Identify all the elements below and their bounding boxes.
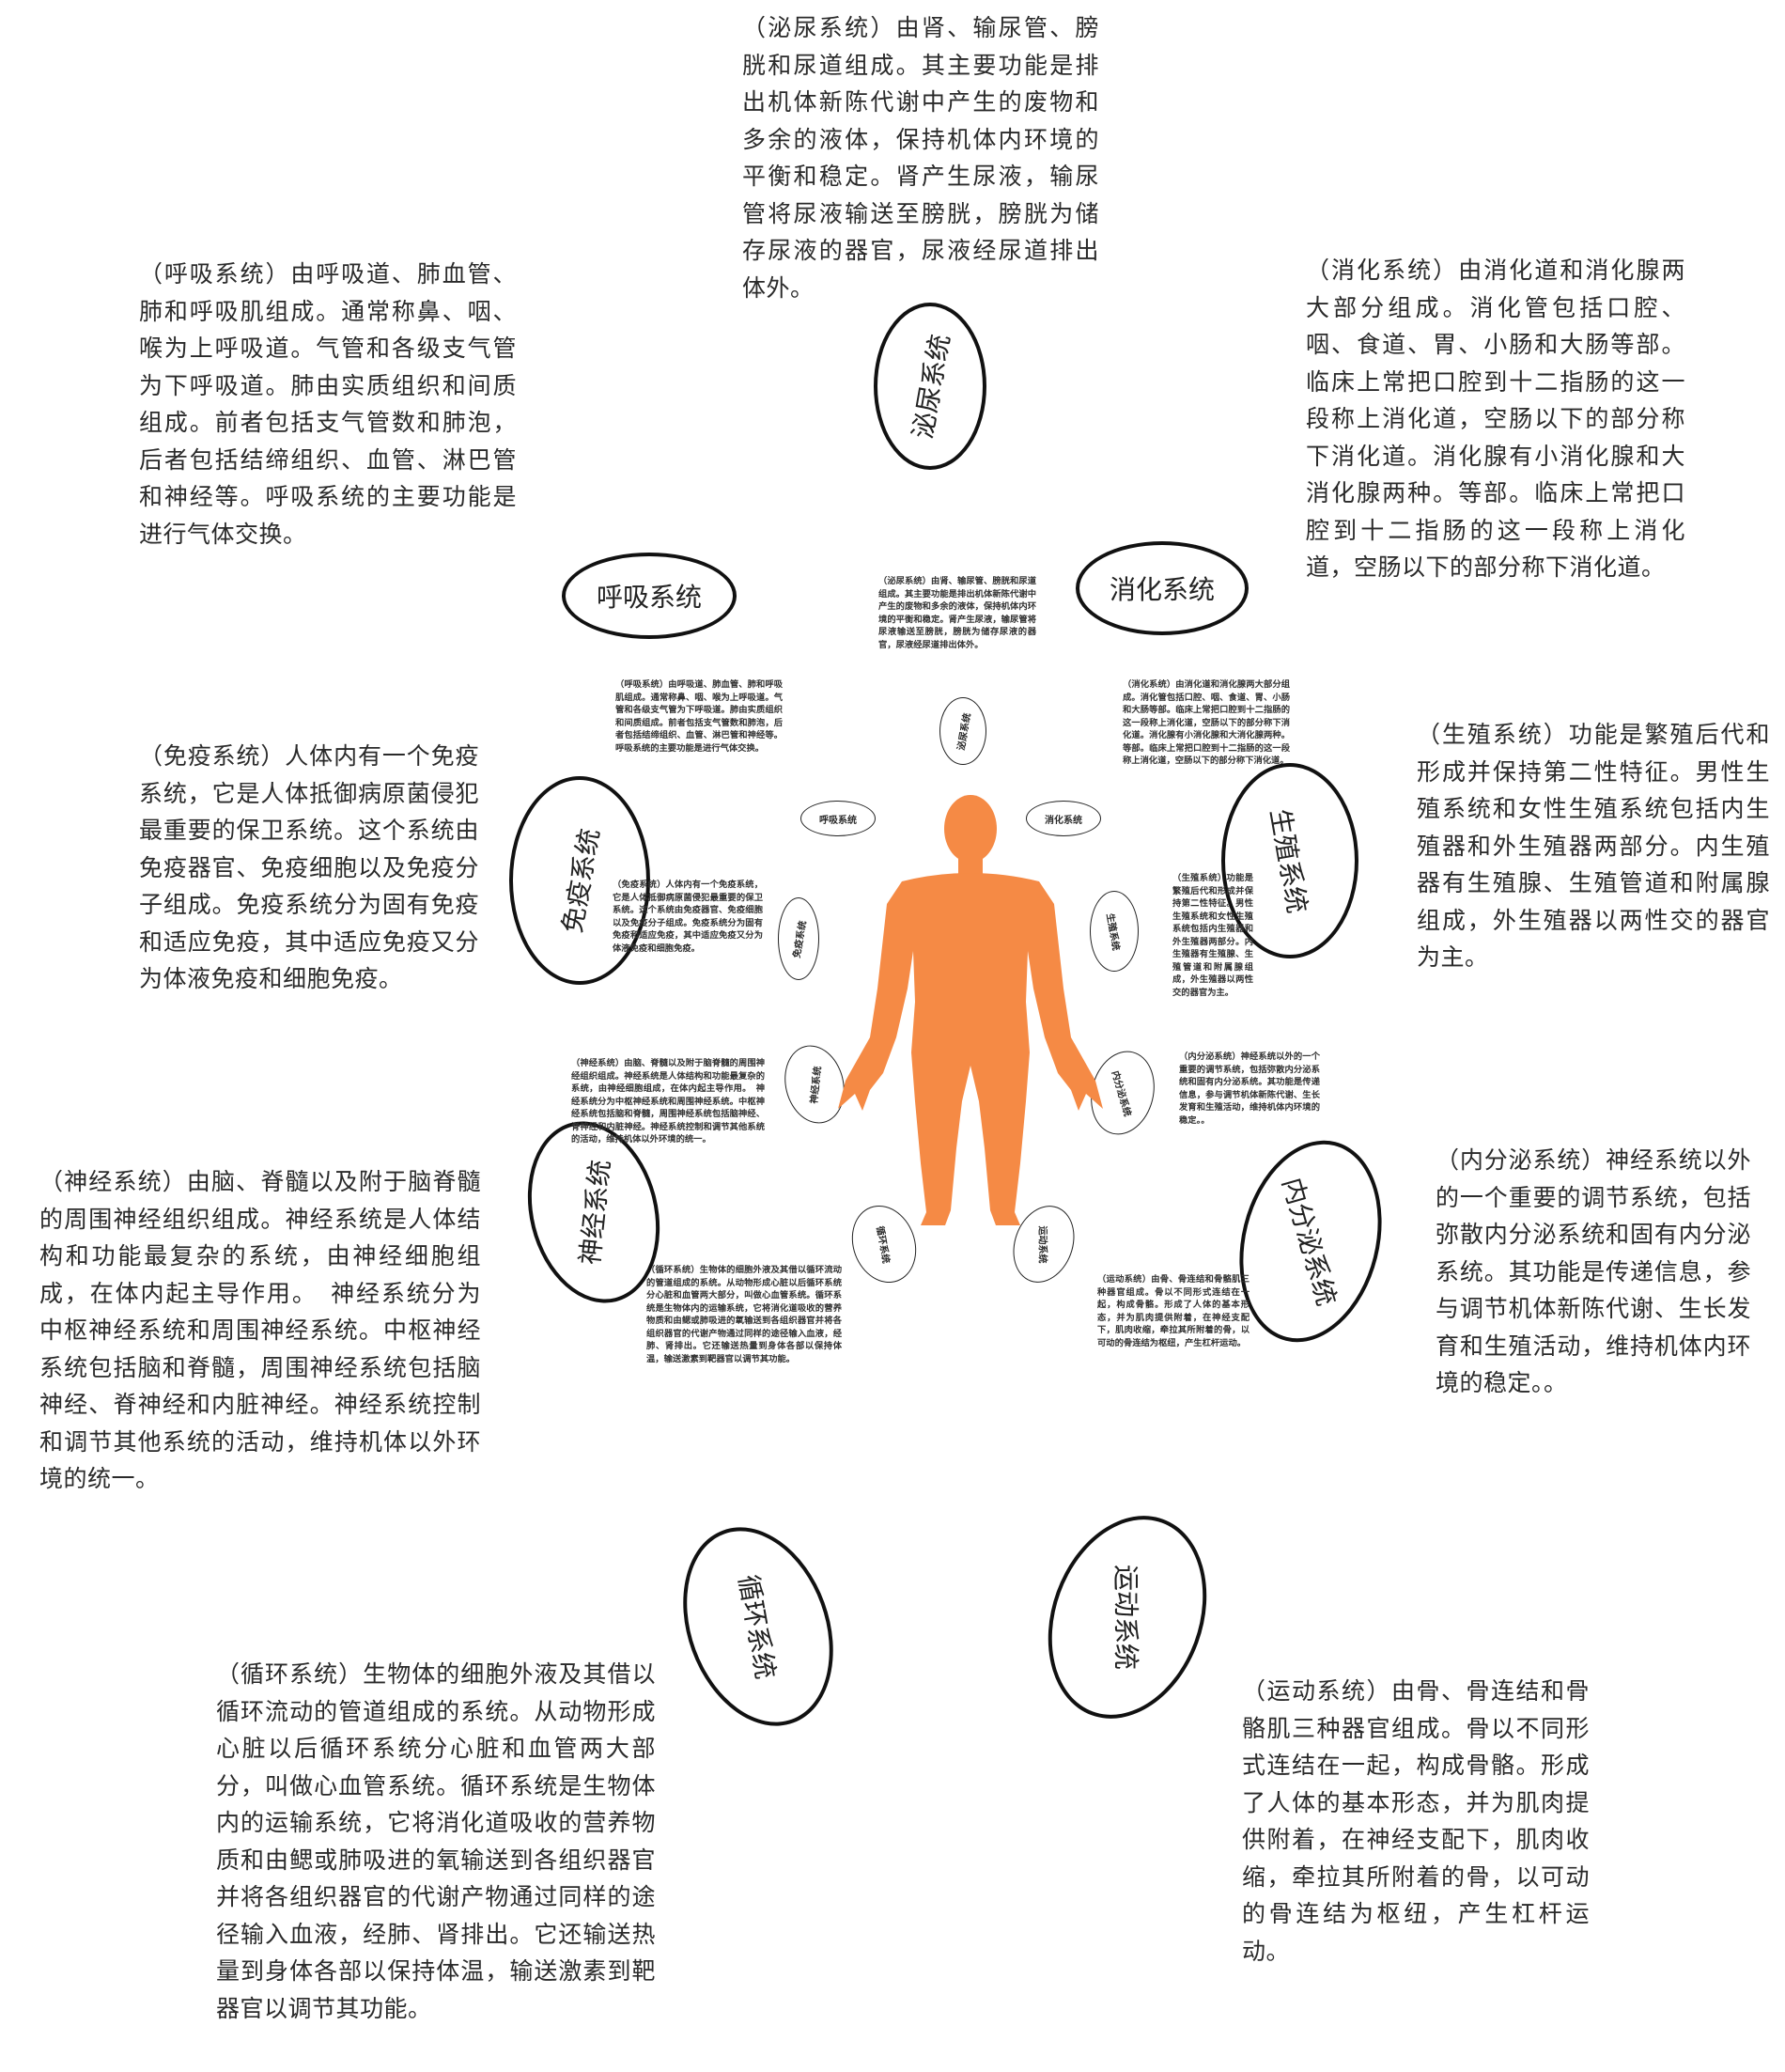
mini-digestive-label: 消化系统 xyxy=(1045,815,1082,826)
mini-immune-oval: 免疫系统 xyxy=(778,897,819,980)
circulatory-label: 循环系统 xyxy=(732,1572,782,1682)
reproductive-oval: 生殖系统 xyxy=(1221,763,1358,958)
endocrine-label: 内分泌系统 xyxy=(1276,1174,1343,1310)
urinary-description: （泌尿系统）由肾、输尿管、膀胱和尿道组成。其主要功能是排出机体新陈代谢中产生的废… xyxy=(742,14,1099,302)
mini-urinary-label: 泌尿系统 xyxy=(956,711,973,751)
mini-immune-description: （免疫系统）人体内有一个免疫系统，它是人体抵御病原菌侵犯最重要的保卫系统。这个系… xyxy=(613,880,763,954)
respiratory-label: 呼吸系统 xyxy=(596,582,702,613)
respiratory-description: （呼吸系统）由呼吸道、肺血管、肺和呼吸肌组成。通常称鼻、咽、喉为上呼吸道。气管和… xyxy=(139,260,517,548)
digestive-oval: 消化系统 xyxy=(1076,541,1249,635)
mini-nervous-description: （神经系统）由脑、脊髓以及附于脑脊髓的周围神经组织组成。神经系统是人体结构和功能… xyxy=(571,1058,765,1145)
endocrine-description: （内分泌系统）神经系统以外的一个重要的调节系统，包括弥散内分泌系统和固有内分泌系… xyxy=(1436,1146,1751,1396)
mini-urinary-oval: 泌尿系统 xyxy=(939,697,986,765)
reproductive-label: 生殖系统 xyxy=(1264,806,1313,916)
mini-respiratory-oval: 呼吸系统 xyxy=(800,801,876,836)
urinary-label: 泌尿系统 xyxy=(907,332,956,442)
mini-nervous-label: 神经系统 xyxy=(809,1065,824,1104)
respiratory-oval: 呼吸系统 xyxy=(562,553,737,639)
mini-motor-label: 运动系统 xyxy=(1036,1225,1048,1263)
immune-label: 免疫系统 xyxy=(556,826,606,936)
nervous-label: 神经系统 xyxy=(574,1158,616,1267)
motor-oval: 运动系统 xyxy=(1020,1493,1234,1741)
mini-reproductive-oval: 生殖系统 xyxy=(1090,891,1139,972)
mini-endocrine-label: 内分泌系统 xyxy=(1109,1069,1133,1118)
mini-endocrine-description: （内分泌系统）神经系统以外的一个重要的调节系统，包括弥散内分泌系统和固有内分泌系… xyxy=(1179,1052,1320,1126)
mini-digestive-description: （消化系统）由消化道和消化腺两大部分组成。消化管包括口腔、咽、食道、胃、小肠和大… xyxy=(1123,679,1290,766)
circulatory-oval: 循环系统 xyxy=(657,1505,860,1748)
immune-oval: 免疫系统 xyxy=(509,776,650,985)
motor-label: 运动系统 xyxy=(1110,1564,1141,1671)
urinary-oval: 泌尿系统 xyxy=(874,303,986,470)
mini-immune-label: 免疫系统 xyxy=(792,919,809,958)
human-body-silhouette-icon xyxy=(838,795,1103,1225)
mini-respiratory-label: 呼吸系统 xyxy=(819,815,857,826)
mini-reproductive-label: 生殖系统 xyxy=(1104,911,1121,951)
mini-digestive-oval: 消化系统 xyxy=(1026,801,1101,836)
mini-urinary-description: （泌尿系统）由肾、输尿管、膀胱和尿道组成。其主要功能是排出机体新陈代谢中产生的废… xyxy=(878,576,1036,650)
reproductive-description: （生殖系统）功能是繁殖后代和形成并保持第二性特征。男性生殖系统和女性生殖系统包括… xyxy=(1417,721,1770,971)
mini-respiratory-description: （呼吸系统）由呼吸道、肺血管、肺和呼吸肌组成。通常称鼻、咽、喉为上呼吸道。气管和… xyxy=(615,679,783,754)
digestive-label: 消化系统 xyxy=(1109,574,1215,605)
motor-description: （运动系统）由骨、骨连结和骨骼肌三种器官组成。骨以不同形式连结在一起，构成骨骼。… xyxy=(1242,1677,1590,1965)
mini-reproductive-description: （生殖系统）功能是繁殖后代和形成并保持第二性特征。男性生殖系统和女性生殖系统包括… xyxy=(1172,873,1253,998)
circulatory-description: （循环系统）生物体的细胞外液及其借以循环流动的管道组成的系统。从动物形成心脏以后… xyxy=(216,1660,656,2022)
mini-motor-description: （运动系统）由骨、骨连结和骨骼肌三种器官组成。骨以不同形式连结在一起，构成骨骼。… xyxy=(1097,1274,1250,1348)
immune-description: （免疫系统）人体内有一个免疫系统，它是人体抵御病原菌侵犯最重要的保卫系统。这个系… xyxy=(139,742,479,992)
mini-circulatory-description: （循环系统）生物体的细胞外液及其借以循环流动的管道组成的系统。从动物形成心脏以后… xyxy=(646,1265,842,1364)
digestive-description: （消化系统）由消化道和消化腺两大部分组成。消化管包括口腔、咽、食道、胃、小肠和大… xyxy=(1306,257,1685,581)
nervous-description: （神经系统）由脑、脊髓以及附于脑脊髓的周围神经组织组成。神经系统是人体结构和功能… xyxy=(39,1168,481,1492)
